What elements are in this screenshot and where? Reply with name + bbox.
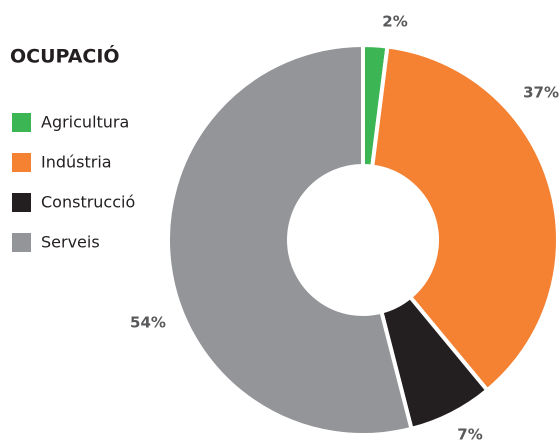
legend-swatch bbox=[12, 233, 31, 252]
legend-swatch bbox=[12, 113, 31, 132]
value-label: 2% bbox=[382, 13, 407, 31]
legend-swatch bbox=[12, 193, 31, 212]
value-label: 54% bbox=[130, 314, 166, 332]
donut-slice bbox=[166, 42, 414, 437]
chart-title: OCUPACIÓ bbox=[10, 44, 120, 68]
legend-label: Agricultura bbox=[41, 113, 129, 132]
legend-label: Indústria bbox=[41, 153, 112, 172]
legend-label: Serveis bbox=[41, 233, 100, 252]
value-label: 37% bbox=[523, 84, 559, 102]
value-label: 7% bbox=[457, 426, 482, 442]
legend-label: Construcció bbox=[41, 193, 135, 212]
legend-swatch bbox=[12, 153, 31, 172]
